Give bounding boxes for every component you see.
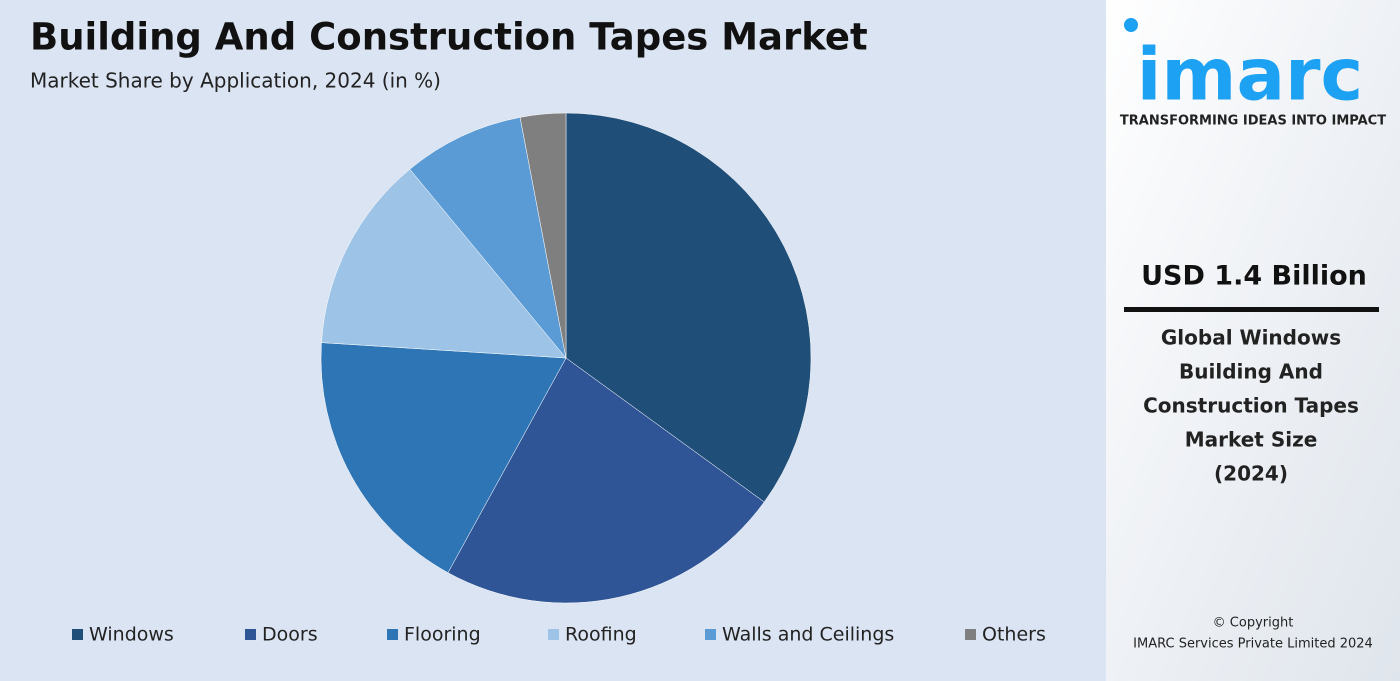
- legend-swatch: [965, 629, 976, 640]
- headline: USD 1.4 Billion: [1141, 261, 1367, 292]
- chart-title: Building And Construction Tapes Market: [30, 16, 868, 59]
- legend-label: Doors: [262, 624, 318, 646]
- copyright-line: © Copyright: [1213, 616, 1294, 631]
- legend-label: Windows: [89, 624, 174, 646]
- description-line: Construction Tapes: [1143, 394, 1359, 418]
- copyright-line: IMARC Services Private Limited 2024: [1133, 637, 1373, 652]
- side-panel: [1106, 0, 1400, 681]
- divider: [1124, 307, 1379, 312]
- pie-slice: [320, 342, 567, 574]
- legend-label: Flooring: [404, 624, 481, 646]
- copyright: © Copyright IMARC Services Private Limite…: [1133, 616, 1373, 652]
- tagline: TRANSFORMING IDEAS INTO IMPACT: [1120, 114, 1386, 129]
- description-line: Global Windows: [1161, 326, 1341, 350]
- legend-label: Others: [982, 624, 1046, 646]
- pie-slice: [519, 112, 567, 359]
- chart-subtitle: Market Share by Application, 2024 (in %): [30, 69, 441, 93]
- logo: imarc: [1137, 33, 1363, 117]
- legend-label: Walls and Ceilings: [722, 624, 894, 646]
- pie-slice: [321, 168, 567, 359]
- description: Global Windows Building And Construction T…: [1143, 326, 1359, 486]
- description-line: Building And: [1179, 360, 1323, 384]
- legend: Windows Doors Flooring Roofing Walls and Cei…: [72, 624, 1046, 646]
- description-line: (2024): [1214, 462, 1288, 486]
- pie: [320, 112, 812, 604]
- legend-swatch: [245, 629, 256, 640]
- legend-swatch: [705, 629, 716, 640]
- description-line: Market Size: [1185, 428, 1318, 452]
- pie-slice: [409, 117, 567, 359]
- legend-swatch: [72, 629, 83, 640]
- logo-dot: [1124, 18, 1138, 32]
- pie-slice: [447, 357, 765, 604]
- legend-label: Roofing: [565, 624, 637, 646]
- pie-slice: [565, 112, 812, 503]
- legend-swatch: [387, 629, 398, 640]
- legend-swatch: [548, 629, 559, 640]
